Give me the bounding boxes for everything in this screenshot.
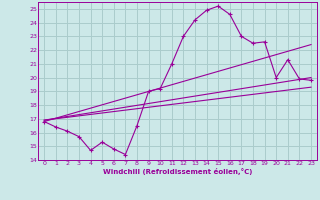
X-axis label: Windchill (Refroidissement éolien,°C): Windchill (Refroidissement éolien,°C) xyxy=(103,168,252,175)
